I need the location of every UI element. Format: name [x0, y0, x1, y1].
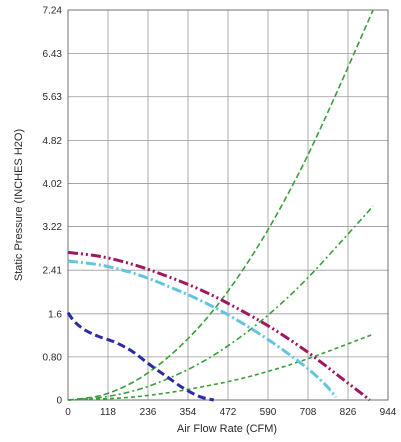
x-tick-label: 354: [180, 407, 197, 418]
x-tick-label: 708: [300, 407, 317, 418]
y-axis-ticks: 0 0.80 1.6 2.41 3.22 4.02 4.82 5.63 6.43 7.24: [43, 6, 63, 407]
plot-frame: [67, 9, 389, 401]
series-group: [66, 9, 374, 402]
system-curve-1: [67, 9, 374, 401]
x-tick-label: 118: [100, 407, 116, 418]
y-tick-label: 2.41: [43, 266, 63, 277]
system-curve-3: [67, 333, 374, 401]
y-tick-label: 5.63: [43, 92, 63, 103]
y-tick-label: 1.6: [48, 309, 62, 320]
grid: [67, 9, 389, 401]
y-tick-label: 3.22: [43, 222, 63, 233]
y-tick-label: 0: [56, 396, 62, 407]
x-tick-label: 590: [260, 407, 277, 418]
fan-curve-2: [67, 259, 337, 399]
y-axis-label: Static Pressure (INCHES H2O): [13, 129, 25, 281]
y-tick-label: 7.24: [43, 6, 63, 17]
y-tick-label: 4.82: [43, 136, 63, 147]
fan-curve-3: [67, 250, 371, 402]
fan-curve-1: [66, 311, 215, 402]
y-tick-label: 0.80: [43, 352, 63, 363]
y-tick-label: 4.02: [43, 179, 63, 190]
x-tick-label: 944: [380, 407, 397, 418]
x-tick-label: 826: [340, 407, 357, 418]
system-curve-2: [67, 205, 374, 401]
x-axis-ticks: 0 118 236 354 472 590 708 826 944: [65, 407, 397, 418]
y-tick-label: 6.43: [43, 49, 63, 60]
x-axis-label: Air Flow Rate (CFM): [177, 423, 277, 435]
x-tick-label: 472: [220, 407, 237, 418]
x-tick-label: 236: [140, 407, 157, 418]
x-tick-label: 0: [65, 407, 71, 418]
